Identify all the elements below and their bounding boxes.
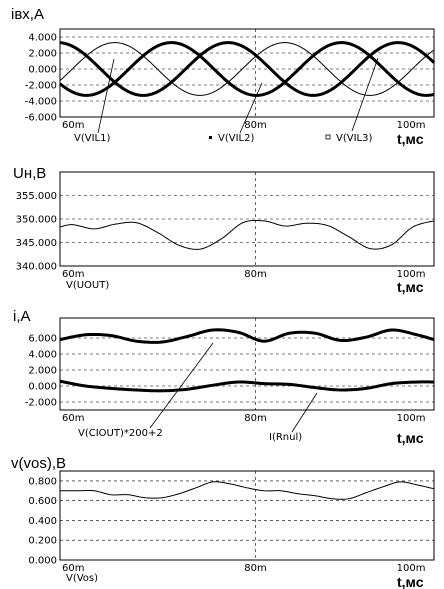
- panel-feedback-voltage: v(vos),B V(Vos) t,мс: [11, 455, 424, 589]
- panel-3-title: i,A: [13, 308, 31, 325]
- panel-1-legend-vil1: V(VIL1): [74, 133, 110, 144]
- panel-2-title: Uн,B: [13, 165, 46, 182]
- x-tick-label: 100m: [397, 120, 426, 131]
- y-tick-label: -4.000: [25, 97, 57, 108]
- panel-1-legend-vil3: V(VIL3): [336, 133, 372, 144]
- y-tick-label: -2.000: [25, 81, 57, 92]
- panel-1-legend-vil2: V(VIL2): [218, 133, 254, 144]
- panel-currents: i,A V(CIOUT)*200+2 I(Rnul) t,мс: [13, 308, 424, 446]
- panel-input-currents: iвх,A V(VIL1) V(VIL2) V(VIL3) t,мс: [11, 6, 424, 147]
- y-tick-label: 0.600: [28, 496, 57, 507]
- y-tick-label: 0.000: [28, 65, 57, 76]
- x-tick-label: 100m: [397, 413, 426, 424]
- legend-leader-line: [149, 342, 214, 429]
- panel-4-x-unit: t,мс: [397, 574, 424, 589]
- y-tick-label: -2.000: [25, 398, 57, 409]
- y-tick-label: 355.000: [16, 191, 57, 202]
- series-line-1: [59, 219, 435, 250]
- y-tick-label: 0.200: [28, 536, 57, 547]
- x-tick-label: 80m: [244, 563, 266, 574]
- legend-leader-line: [239, 82, 263, 134]
- x-tick-label: 60m: [62, 563, 84, 574]
- panel-1-x-unit: t,мс: [397, 131, 424, 147]
- y-tick-label: -6.000: [25, 113, 57, 124]
- y-tick-label: 345.000: [16, 238, 57, 249]
- series-line-2: [59, 379, 435, 393]
- panel-3-legend-rnul: I(Rnul): [269, 432, 302, 443]
- panel-3-x-unit: t,мс: [397, 430, 424, 446]
- x-tick-label: 80m: [244, 269, 266, 280]
- legend-leader-line: [291, 392, 318, 433]
- series-line-1: [59, 328, 435, 344]
- y-tick-label: 0.000: [28, 556, 57, 567]
- panel-1-legend-marker-vil3: [325, 134, 331, 140]
- panel-1-legend-marker-vil2: [209, 136, 212, 139]
- panel-1-title: iвх,A: [11, 6, 44, 23]
- x-tick-label: 80m: [244, 120, 266, 131]
- y-tick-label: 0.400: [28, 516, 57, 527]
- x-tick-label: 80m: [244, 413, 266, 424]
- panel-3-legend-ciout: V(CIOUT)*200+2: [78, 428, 163, 439]
- y-tick-label: 4.000: [28, 33, 57, 44]
- x-tick-label: 100m: [397, 563, 426, 574]
- y-tick-label: 350.000: [16, 215, 57, 226]
- plot-frame: [59, 317, 435, 411]
- panel-4-title: v(vos),B: [11, 455, 66, 472]
- plot-area-4: 0.800 0.600 0.400 0.200 0.000 60m 80m 100m: [28, 470, 435, 574]
- y-tick-label: 2.000: [28, 366, 57, 377]
- x-tick-label: 60m: [62, 120, 84, 131]
- y-tick-label: 2.000: [28, 49, 57, 60]
- series-line-1: [60, 481, 435, 500]
- x-tick-label: 60m: [62, 269, 84, 280]
- y-tick-label: 0.800: [28, 476, 57, 487]
- y-tick-label: 340.000: [16, 262, 57, 273]
- y-tick-label: 4.000: [28, 350, 57, 361]
- series-line-2: [59, 41, 436, 97]
- y-tick-label: 0.000: [28, 382, 57, 393]
- series-line-1: [59, 42, 435, 96]
- plot-frame: [59, 470, 435, 561]
- y-tick-label: 6.000: [28, 334, 57, 345]
- legend-leader-line: [351, 57, 379, 132]
- panel-2-x-unit: t,мс: [397, 279, 424, 295]
- x-tick-label: 100m: [397, 269, 426, 280]
- series-line-3: [59, 41, 435, 97]
- legend-leader-line: [97, 58, 115, 134]
- x-tick-label: 60m: [62, 413, 84, 424]
- panel-output-voltage: Uн,B V(UOUT) t,мс: [13, 165, 424, 295]
- plot-area-2: 355.000 350.000 345.000 340.000 60m 80m 100m: [16, 171, 435, 280]
- panel-2-legend-uout: V(UOUT): [66, 280, 109, 291]
- plot-area-1: 4.000 2.000 0.000 -2.000 -4.000 -6.000 60m 80m 1…: [25, 28, 436, 131]
- plot-area-3: 6.000 4.000 2.000 0.000 -2.000 60m 80m 100m: [25, 317, 435, 424]
- panel-4-legend-vos: V(Vos): [66, 573, 98, 584]
